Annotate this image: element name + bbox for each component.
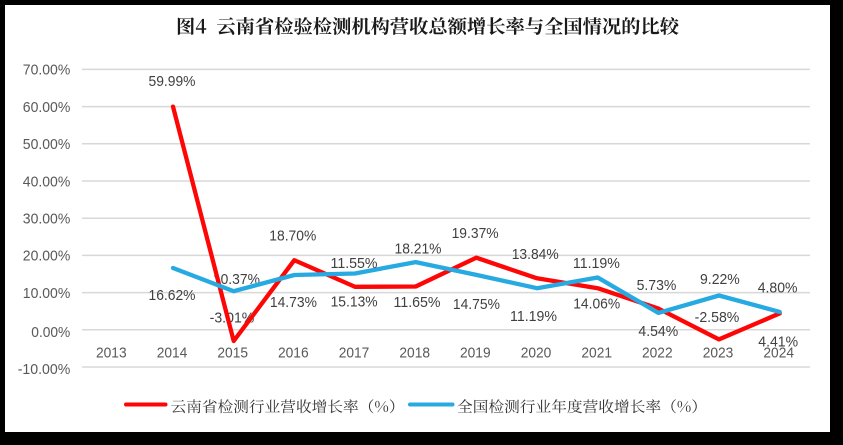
svg-text:16.62%: 16.62% bbox=[149, 287, 196, 304]
svg-text:59.99%: 59.99% bbox=[149, 73, 196, 90]
svg-text:-10.00%: -10.00% bbox=[18, 361, 71, 378]
svg-text:11.55%: 11.55% bbox=[331, 255, 378, 272]
svg-text:9.22%: 9.22% bbox=[700, 271, 740, 288]
svg-text:2016: 2016 bbox=[278, 345, 309, 362]
svg-text:2015: 2015 bbox=[217, 345, 248, 362]
svg-text:19.37%: 19.37% bbox=[452, 225, 499, 242]
svg-text:2020: 2020 bbox=[521, 345, 552, 362]
svg-text:0.00%: 0.00% bbox=[31, 324, 70, 341]
svg-text:4.54%: 4.54% bbox=[638, 323, 678, 340]
svg-text:2023: 2023 bbox=[703, 345, 734, 362]
svg-text:11.65%: 11.65% bbox=[394, 294, 441, 311]
svg-text:2022: 2022 bbox=[642, 345, 673, 362]
svg-text:14.06%: 14.06% bbox=[573, 296, 620, 313]
svg-text:2013: 2013 bbox=[96, 345, 127, 362]
svg-text:10.37%: 10.37% bbox=[213, 271, 260, 288]
svg-text:70.00%: 70.00% bbox=[23, 62, 71, 79]
svg-text:2024: 2024 bbox=[763, 345, 794, 362]
svg-text:2017: 2017 bbox=[339, 345, 370, 362]
svg-text:18.21%: 18.21% bbox=[395, 241, 442, 258]
svg-text:13.84%: 13.84% bbox=[512, 246, 559, 263]
svg-text:10.00%: 10.00% bbox=[23, 285, 71, 302]
svg-text:11.19%: 11.19% bbox=[573, 255, 620, 272]
svg-text:30.00%: 30.00% bbox=[23, 211, 71, 228]
svg-text:2018: 2018 bbox=[399, 345, 430, 362]
svg-text:50.00%: 50.00% bbox=[23, 136, 71, 153]
svg-text:14.73%: 14.73% bbox=[270, 294, 317, 311]
svg-text:2019: 2019 bbox=[460, 345, 491, 362]
svg-text:-2.58%: -2.58% bbox=[695, 309, 740, 326]
svg-text:14.75%: 14.75% bbox=[453, 296, 500, 313]
svg-text:18.70%: 18.70% bbox=[269, 228, 316, 245]
svg-text:4.80%: 4.80% bbox=[758, 280, 798, 297]
svg-text:60.00%: 60.00% bbox=[23, 99, 71, 116]
svg-text:5.73%: 5.73% bbox=[637, 277, 677, 294]
svg-text:4.41%: 4.41% bbox=[758, 334, 798, 351]
svg-text:2014: 2014 bbox=[157, 345, 188, 362]
svg-text:40.00%: 40.00% bbox=[23, 173, 71, 190]
svg-text:15.13%: 15.13% bbox=[331, 294, 378, 311]
svg-text:2021: 2021 bbox=[581, 345, 612, 362]
svg-text:20.00%: 20.00% bbox=[23, 248, 71, 265]
svg-text:-3.01%: -3.01% bbox=[210, 309, 255, 326]
svg-text:11.19%: 11.19% bbox=[510, 308, 557, 325]
